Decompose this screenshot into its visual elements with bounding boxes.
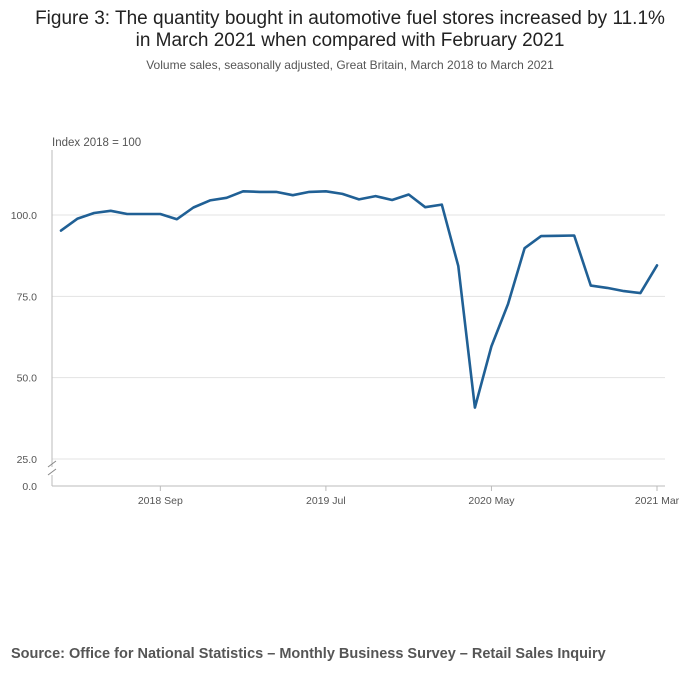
series-layer bbox=[59, 190, 659, 409]
data-point bbox=[474, 406, 477, 409]
data-point bbox=[523, 247, 526, 250]
data-point bbox=[76, 217, 79, 220]
y-tick-label: 100.0 bbox=[11, 210, 37, 222]
y-tick-label: 50.0 bbox=[17, 373, 38, 385]
chart-title: Figure 3: The quantity bought in automot… bbox=[0, 8, 700, 52]
x-tick-label: 2019 Jul bbox=[306, 495, 346, 507]
data-point bbox=[623, 290, 626, 293]
data-point bbox=[441, 203, 444, 206]
data-point bbox=[374, 195, 377, 198]
tick-labels: Index 2018 = 100 25.0 50.0 75.0 100.0 0.0 2018… bbox=[11, 137, 680, 507]
x-tick-label: 2020 May bbox=[468, 495, 515, 507]
y-tick-label-zero: 0.0 bbox=[22, 481, 37, 493]
data-point bbox=[60, 229, 63, 232]
data-point bbox=[424, 206, 427, 209]
axis-break-mark-2 bbox=[47, 468, 57, 476]
y-tick-label: 75.0 bbox=[17, 291, 38, 303]
data-point bbox=[490, 345, 493, 348]
chart-title-line-1: Figure 3: The quantity bought in automot… bbox=[35, 8, 665, 29]
data-point bbox=[209, 199, 212, 202]
axes bbox=[47, 150, 665, 491]
source-note: Source: Office for National Statistics –… bbox=[11, 646, 606, 662]
chart-title-line-2: in March 2021 when compared with Februar… bbox=[135, 30, 565, 51]
data-point bbox=[457, 265, 460, 268]
y-axis-title: Index 2018 = 100 bbox=[52, 137, 141, 149]
data-point bbox=[656, 264, 659, 267]
data-point bbox=[176, 218, 179, 221]
data-point bbox=[242, 190, 245, 193]
x-tick-label: 2018 Sep bbox=[138, 495, 183, 507]
data-point bbox=[292, 194, 295, 197]
data-point bbox=[325, 190, 328, 193]
x-tick-label: 2021 Mar bbox=[635, 495, 680, 507]
series-line-automotive-fuel bbox=[59, 190, 659, 409]
data-point bbox=[159, 213, 162, 216]
y-tick-label: 25.0 bbox=[17, 454, 38, 466]
data-point bbox=[109, 210, 112, 213]
data-point bbox=[391, 199, 394, 202]
data-point bbox=[606, 287, 609, 290]
chart-subtitle: Volume sales, seasonally adjusted, Great… bbox=[146, 58, 554, 72]
data-point bbox=[192, 206, 195, 209]
data-point bbox=[590, 284, 593, 287]
data-point bbox=[556, 235, 559, 238]
data-point bbox=[358, 198, 361, 201]
gridlines bbox=[52, 214, 665, 460]
data-point bbox=[225, 197, 228, 200]
data-point bbox=[126, 213, 129, 216]
data-point bbox=[93, 212, 96, 215]
data-point bbox=[573, 234, 576, 237]
data-point bbox=[507, 303, 510, 306]
data-point bbox=[540, 235, 543, 238]
data-point bbox=[308, 191, 311, 194]
data-point bbox=[143, 213, 146, 216]
data-point bbox=[407, 193, 410, 196]
data-point bbox=[258, 191, 261, 194]
axis-break-mark-1 bbox=[47, 460, 57, 468]
data-point bbox=[275, 191, 278, 194]
data-point bbox=[639, 292, 642, 295]
data-point bbox=[341, 193, 344, 196]
